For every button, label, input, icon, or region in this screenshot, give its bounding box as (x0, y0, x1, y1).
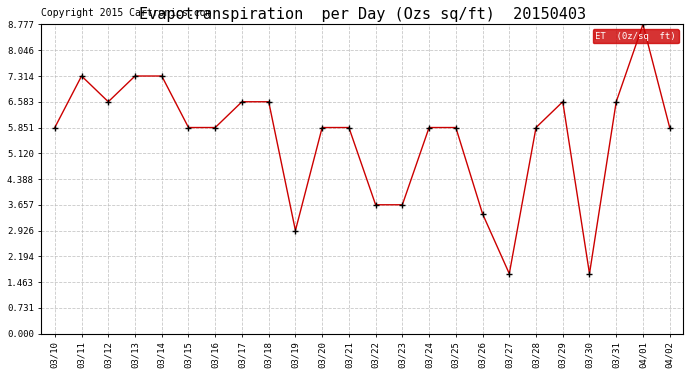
Text: Copyright 2015 Cartronics.com: Copyright 2015 Cartronics.com (41, 8, 212, 18)
Title: Evapotranspiration  per Day (Ozs sq/ft)  20150403: Evapotranspiration per Day (Ozs sq/ft) 2… (139, 7, 586, 22)
Legend: ET  (0z/sq  ft): ET (0z/sq ft) (593, 29, 678, 44)
